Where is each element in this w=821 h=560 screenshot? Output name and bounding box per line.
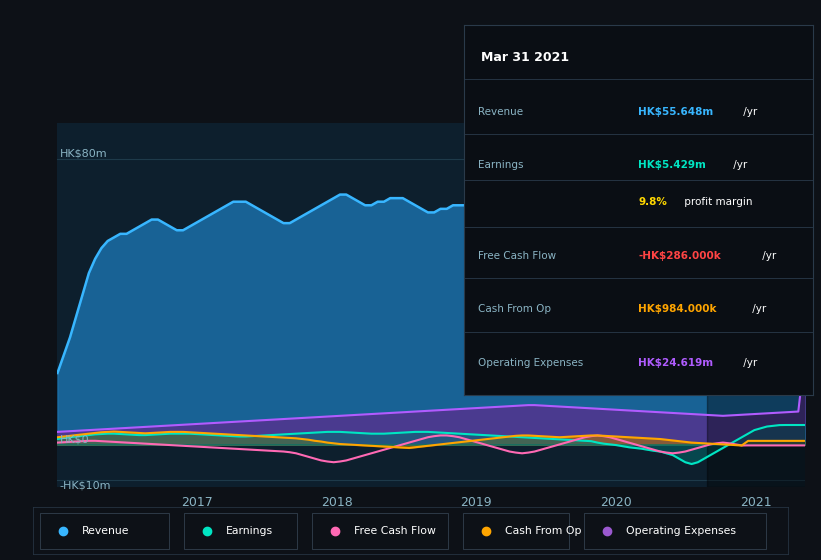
Bar: [40, 512, 169, 549]
Bar: [707, 123, 821, 487]
Text: HK$984.000k: HK$984.000k: [639, 304, 717, 314]
Text: /yr: /yr: [759, 251, 777, 260]
Text: Earnings: Earnings: [226, 526, 273, 535]
Text: Cash From Op: Cash From Op: [478, 304, 551, 314]
Text: 9.8%: 9.8%: [639, 197, 667, 207]
Text: /yr: /yr: [740, 106, 757, 116]
Text: HK$5.429m: HK$5.429m: [639, 160, 706, 170]
Text: -HK$286.000k: -HK$286.000k: [639, 251, 721, 260]
Text: Operating Expenses: Operating Expenses: [626, 526, 736, 535]
Text: HK$80m: HK$80m: [60, 149, 108, 159]
Text: profit margin: profit margin: [681, 197, 752, 207]
Bar: [184, 512, 297, 549]
Text: Cash From Op: Cash From Op: [505, 526, 581, 535]
Text: /yr: /yr: [750, 304, 767, 314]
Text: Mar 31 2021: Mar 31 2021: [481, 51, 570, 64]
Text: -HK$10m: -HK$10m: [60, 480, 111, 490]
Text: HK$24.619m: HK$24.619m: [639, 358, 713, 368]
Text: /yr: /yr: [730, 160, 747, 170]
Text: Revenue: Revenue: [82, 526, 130, 535]
Text: HK$0: HK$0: [60, 435, 89, 445]
Text: HK$55.648m: HK$55.648m: [639, 106, 713, 116]
Bar: [585, 512, 765, 549]
Text: Revenue: Revenue: [478, 106, 523, 116]
Text: Free Cash Flow: Free Cash Flow: [354, 526, 436, 535]
Bar: [463, 512, 569, 549]
Text: Free Cash Flow: Free Cash Flow: [478, 251, 556, 260]
Bar: [312, 512, 448, 549]
Text: Earnings: Earnings: [478, 160, 523, 170]
Text: Operating Expenses: Operating Expenses: [478, 358, 583, 368]
Text: /yr: /yr: [740, 358, 757, 368]
